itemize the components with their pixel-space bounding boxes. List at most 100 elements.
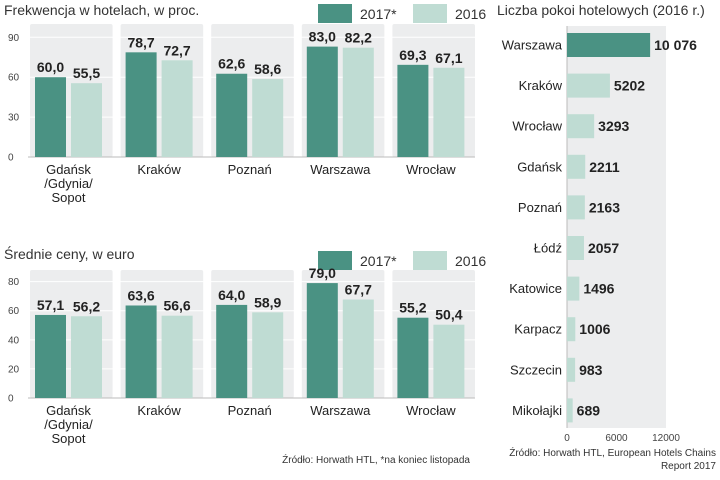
room-bar-5: [567, 236, 584, 260]
y-tick-label: 60: [8, 73, 20, 84]
category-label-line: Poznań: [228, 162, 272, 177]
category-label: Gdańsk/Gdynia/Sopot: [44, 162, 93, 205]
category-label-line: Warszawa: [310, 403, 371, 418]
category-label-line: Wrocław: [406, 162, 456, 177]
category-label: Gdańsk/Gdynia/Sopot: [44, 403, 93, 446]
category-label: Warszawa: [310, 403, 371, 418]
room-category-label: Wrocław: [512, 119, 562, 134]
room-category-label: Kraków: [519, 78, 563, 93]
source-note: Źródło: Horwath HTL, European Hotels Cha…: [509, 446, 716, 459]
room-value-label: 2211: [589, 159, 620, 175]
category-label: Wrocław: [406, 403, 456, 418]
category-label-line: /Gdynia/: [44, 176, 93, 191]
room-bar-2: [567, 114, 595, 139]
bar-value-label: 64,0: [218, 287, 245, 303]
bar-value-label: 60,0: [37, 59, 64, 75]
chart-title: Średnie ceny, w euro: [4, 245, 135, 262]
bar-value-label: 58,9: [254, 294, 281, 310]
bar-2017-2: [216, 304, 248, 398]
category-label: Poznań: [228, 403, 272, 418]
room-category-label: Warszawa: [502, 38, 563, 53]
room-value-label: 5202: [614, 78, 645, 94]
room-category-label: Gdańsk: [517, 159, 562, 174]
x-tick-label: 6000: [605, 433, 628, 444]
legend-label-2017: 2017*: [360, 6, 397, 22]
bar-2016-0: [71, 83, 102, 157]
bar-value-label: 72,7: [163, 42, 190, 58]
bar-value-label: 50,4: [435, 307, 462, 323]
bar-value-label: 57,1: [37, 297, 64, 313]
bar-2017-2: [216, 73, 248, 157]
category-label: Kraków: [137, 162, 181, 177]
x-tick-label: 0: [564, 433, 570, 444]
room-category-label: Poznań: [518, 200, 562, 215]
room-bar-9: [567, 398, 573, 423]
bar-2017-3: [306, 46, 338, 157]
bar-value-label: 56,6: [163, 298, 190, 314]
room-bar-1: [567, 73, 610, 98]
category-label-line: Wrocław: [406, 403, 456, 418]
bar-value-label: 79,0: [309, 265, 336, 281]
room-bar-6: [567, 276, 580, 301]
bar-value-label: 82,2: [345, 30, 372, 46]
room-value-label: 3293: [598, 118, 629, 134]
bar-value-label: 55,5: [73, 65, 100, 81]
category-label-line: Sopot: [52, 190, 86, 205]
room-bar-0: [567, 33, 651, 57]
category-label-line: Kraków: [137, 162, 181, 177]
room-category-label: Szczecin: [510, 362, 562, 377]
bar-value-label: 67,7: [345, 282, 372, 298]
bar-2016-3: [342, 47, 374, 158]
legend-swatch-2017: [318, 251, 352, 270]
bar-2016-1: [161, 60, 193, 157]
room-value-label: 689: [577, 402, 601, 418]
source-note: Report 2017: [661, 461, 716, 472]
bar-2016-2: [252, 312, 284, 398]
bar-2017-1: [125, 305, 157, 398]
bar-2017-3: [306, 283, 338, 398]
legend-label-2017: 2017*: [360, 253, 397, 269]
bar-2016-1: [161, 315, 193, 398]
bar-2017-0: [35, 314, 66, 398]
bar-value-label: 58,6: [254, 61, 281, 77]
room-value-label: 1496: [583, 281, 614, 297]
legend-swatch-2016: [413, 4, 447, 23]
legend-swatch-2017: [318, 4, 352, 23]
source-note: Źródło: Horwath HTL, *na koniec listopad…: [282, 453, 470, 466]
category-label-line: /Gdynia/: [44, 417, 93, 432]
category-label-line: Gdańsk: [46, 162, 91, 177]
bar-value-label: 63,6: [127, 287, 154, 303]
room-value-label: 1006: [579, 321, 610, 337]
y-tick-label: 60: [8, 306, 20, 317]
y-tick-label: 80: [8, 277, 20, 288]
bar-value-label: 62,6: [218, 56, 245, 72]
y-tick-label: 30: [8, 113, 20, 124]
legend-swatch-2016: [413, 251, 447, 270]
bar-2017-0: [35, 77, 66, 157]
y-tick-label: 0: [8, 394, 14, 405]
category-label-line: Gdańsk: [46, 403, 91, 418]
room-category-label: Karpacz: [514, 322, 562, 337]
room-value-label: 10 076: [654, 37, 697, 53]
legend-label-2016: 2016: [455, 6, 486, 22]
room-value-label: 2163: [589, 199, 620, 215]
room-bar-7: [567, 317, 576, 342]
chart-title: Frekwencja w hotelach, w proc.: [4, 2, 199, 18]
bar-value-label: 78,7: [127, 34, 154, 50]
y-tick-label: 20: [8, 364, 20, 375]
bar-2016-0: [71, 316, 102, 398]
category-label: Poznań: [228, 162, 272, 177]
bar-value-label: 55,2: [399, 300, 426, 316]
category-label-line: Sopot: [52, 431, 86, 446]
room-bar-3: [567, 154, 586, 179]
category-label: Wrocław: [406, 162, 456, 177]
bar-value-label: 56,2: [73, 298, 100, 314]
room-value-label: 2057: [588, 240, 619, 256]
bar-2017-4: [397, 64, 429, 157]
y-tick-label: 90: [8, 33, 20, 44]
chart-title: Liczba pokoi hotelowych (2016 r.): [497, 2, 705, 18]
y-tick-label: 40: [8, 335, 20, 346]
x-tick-label: 12000: [652, 433, 680, 444]
room-category-label: Mikołajki: [512, 403, 562, 418]
